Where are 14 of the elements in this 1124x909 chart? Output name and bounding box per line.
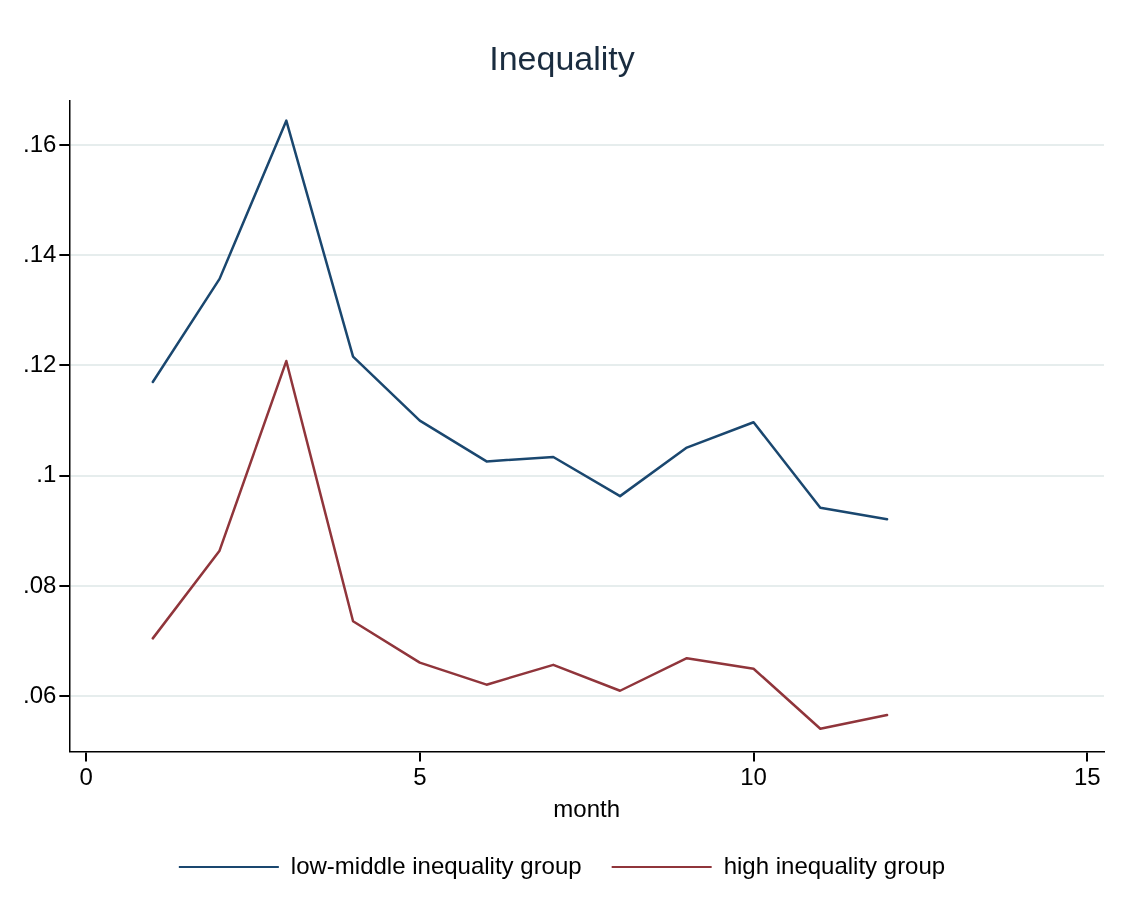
x-axis-title: month <box>553 795 621 823</box>
legend-label: high inequality group <box>723 851 946 879</box>
y-tick-label: .12 <box>22 350 57 378</box>
chart-title: Inequality <box>489 38 635 77</box>
x-tick-label: 5 <box>413 763 427 791</box>
y-tick-label: .06 <box>22 680 57 708</box>
y-tick-label: .16 <box>22 129 57 157</box>
x-tick-label: 15 <box>1073 763 1101 791</box>
y-tick-label: .08 <box>22 570 57 598</box>
legend-label: low-middle inequality group <box>290 851 582 879</box>
y-tick-label: .14 <box>22 239 57 267</box>
x-tick-label: 0 <box>79 763 93 791</box>
y-tick-label: .1 <box>36 460 57 488</box>
x-tick-label: 10 <box>740 763 767 791</box>
